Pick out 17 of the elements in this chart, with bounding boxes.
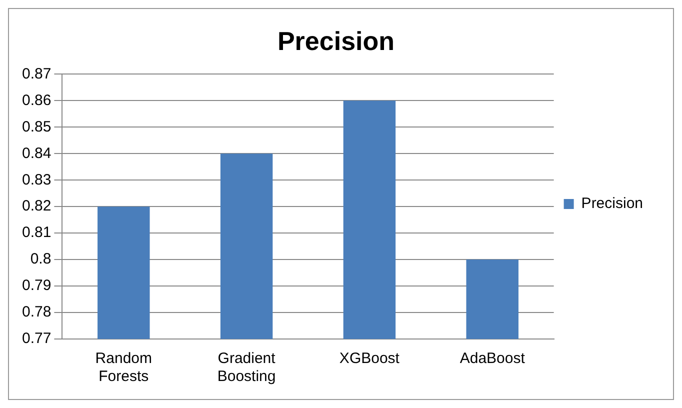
y-tick-label: 0.78 bbox=[22, 304, 52, 321]
y-tick-label: 0.81 bbox=[22, 224, 52, 242]
x-tick-label: XGBoost bbox=[339, 350, 400, 368]
y-tick-label: 0.84 bbox=[22, 144, 52, 162]
y-tick-label: 0.77 bbox=[22, 330, 52, 348]
legend-label: Precision bbox=[581, 195, 644, 212]
y-tick-label: 0.79 bbox=[22, 277, 52, 294]
chart-title: Precision bbox=[277, 26, 395, 56]
y-tick-label: 0.82 bbox=[22, 198, 52, 215]
x-tick-label: Gradient Boosting bbox=[217, 350, 276, 386]
x-tick-label: AdaBoost bbox=[460, 350, 526, 368]
y-tick-label: 0.85 bbox=[22, 118, 52, 136]
x-tick-label: Random Forests bbox=[95, 350, 152, 386]
y-tick-label: 0.87 bbox=[22, 65, 52, 82]
y-tick-label: 0.8 bbox=[30, 250, 52, 268]
y-tick-label: 0.86 bbox=[22, 92, 52, 109]
y-tick-label: 0.83 bbox=[22, 171, 52, 188]
